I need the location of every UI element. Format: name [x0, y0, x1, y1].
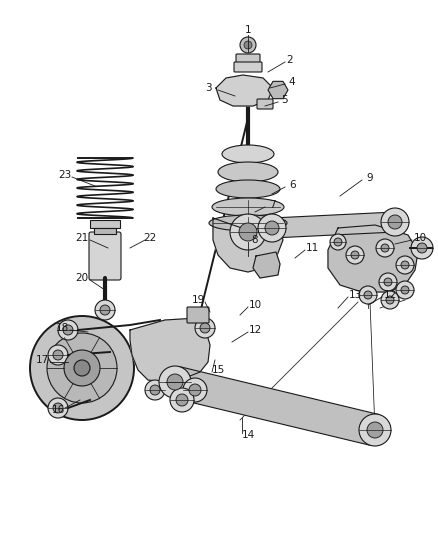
- Circle shape: [334, 238, 342, 246]
- FancyBboxPatch shape: [236, 54, 260, 63]
- Ellipse shape: [216, 180, 280, 198]
- Circle shape: [359, 414, 391, 446]
- Text: 10: 10: [413, 233, 427, 243]
- Polygon shape: [253, 252, 280, 278]
- Ellipse shape: [218, 162, 278, 182]
- Circle shape: [239, 223, 257, 241]
- Circle shape: [47, 333, 117, 403]
- Polygon shape: [272, 212, 396, 238]
- FancyBboxPatch shape: [90, 220, 120, 228]
- Text: 3: 3: [205, 83, 211, 93]
- Circle shape: [167, 374, 183, 390]
- Circle shape: [170, 388, 194, 412]
- Circle shape: [74, 360, 90, 376]
- Ellipse shape: [222, 145, 274, 163]
- Text: 10: 10: [248, 300, 261, 310]
- Circle shape: [53, 403, 63, 413]
- Circle shape: [379, 273, 397, 291]
- Text: 5: 5: [282, 95, 288, 105]
- Circle shape: [258, 214, 286, 242]
- Circle shape: [200, 323, 210, 333]
- FancyBboxPatch shape: [187, 307, 209, 323]
- Text: 17: 17: [35, 355, 49, 365]
- Circle shape: [195, 318, 215, 338]
- Circle shape: [417, 243, 427, 253]
- Text: 20: 20: [75, 273, 88, 283]
- Circle shape: [63, 325, 73, 335]
- Polygon shape: [216, 75, 273, 106]
- Circle shape: [388, 215, 402, 229]
- Circle shape: [150, 385, 160, 395]
- Circle shape: [240, 37, 256, 53]
- Text: 12: 12: [383, 290, 397, 300]
- Circle shape: [170, 377, 180, 387]
- Circle shape: [159, 366, 191, 398]
- Text: 16: 16: [51, 405, 65, 415]
- Text: 1: 1: [245, 25, 251, 35]
- Text: 15: 15: [212, 365, 225, 375]
- Text: 6: 6: [290, 180, 297, 190]
- Circle shape: [351, 251, 359, 259]
- Circle shape: [165, 372, 185, 392]
- Text: 18: 18: [55, 323, 69, 333]
- Text: 12: 12: [248, 325, 261, 335]
- Circle shape: [386, 296, 394, 304]
- FancyBboxPatch shape: [257, 99, 273, 109]
- Ellipse shape: [212, 198, 284, 216]
- Polygon shape: [213, 218, 283, 272]
- Circle shape: [381, 208, 409, 236]
- Text: 22: 22: [143, 233, 157, 243]
- Circle shape: [244, 41, 252, 49]
- Circle shape: [376, 239, 394, 257]
- Circle shape: [95, 300, 115, 320]
- Text: 7: 7: [268, 200, 276, 210]
- Circle shape: [53, 350, 63, 360]
- Circle shape: [265, 221, 279, 235]
- Circle shape: [145, 380, 165, 400]
- Circle shape: [364, 291, 372, 299]
- Circle shape: [189, 384, 201, 396]
- Circle shape: [381, 291, 399, 309]
- Circle shape: [330, 234, 346, 250]
- Circle shape: [411, 237, 433, 259]
- Circle shape: [64, 350, 100, 386]
- Ellipse shape: [209, 215, 287, 231]
- Text: 21: 21: [75, 233, 88, 243]
- Polygon shape: [171, 367, 379, 446]
- FancyBboxPatch shape: [234, 62, 262, 72]
- Circle shape: [396, 256, 414, 274]
- FancyBboxPatch shape: [94, 228, 116, 234]
- Circle shape: [401, 261, 409, 269]
- Text: 8: 8: [252, 235, 258, 245]
- Text: 14: 14: [241, 430, 254, 440]
- Polygon shape: [130, 318, 210, 382]
- Circle shape: [384, 278, 392, 286]
- Circle shape: [346, 246, 364, 264]
- Circle shape: [401, 286, 409, 294]
- Circle shape: [48, 345, 68, 365]
- Circle shape: [30, 316, 134, 420]
- Text: 13: 13: [348, 290, 362, 300]
- Polygon shape: [328, 225, 418, 292]
- Circle shape: [396, 281, 414, 299]
- Text: 11: 11: [305, 243, 318, 253]
- Circle shape: [230, 214, 266, 250]
- Text: 2: 2: [287, 55, 293, 65]
- Circle shape: [58, 320, 78, 340]
- Circle shape: [176, 394, 188, 406]
- Text: 9: 9: [367, 173, 373, 183]
- Text: 23: 23: [58, 170, 72, 180]
- Circle shape: [100, 305, 110, 315]
- Circle shape: [48, 398, 68, 418]
- Circle shape: [359, 286, 377, 304]
- FancyBboxPatch shape: [89, 232, 121, 280]
- Circle shape: [183, 378, 207, 402]
- Text: 4: 4: [289, 77, 295, 87]
- Circle shape: [381, 244, 389, 252]
- Text: 19: 19: [191, 295, 205, 305]
- Circle shape: [367, 422, 383, 438]
